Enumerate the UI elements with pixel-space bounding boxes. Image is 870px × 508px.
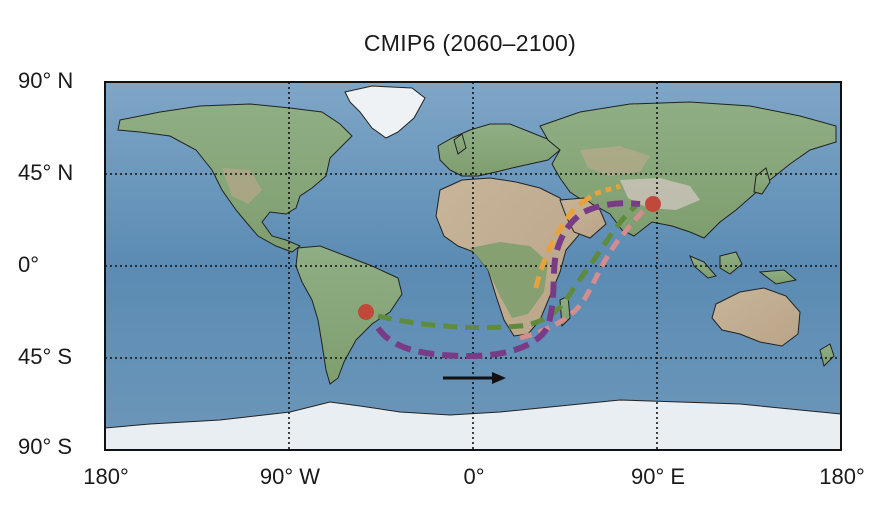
- origin-marker: [358, 304, 374, 320]
- new-zealand-landmass: [819, 343, 835, 367]
- y-tick-45n: 45° N: [18, 160, 74, 185]
- gridlines: [105, 82, 841, 450]
- x-tick-90w: 90° W: [259, 464, 321, 489]
- britain-landmass: [453, 133, 467, 155]
- pathway-pink: [519, 203, 652, 341]
- y-tick-45s: 45° S: [18, 344, 73, 369]
- y-tick-90n: 90° N: [18, 68, 74, 93]
- greenland-landmass: [344, 85, 426, 139]
- sumatra-landmass: [689, 255, 717, 279]
- x-tick-90e: 90° E: [630, 464, 686, 489]
- pathway-orange-branch: [584, 183, 621, 202]
- destination-marker: [645, 196, 661, 212]
- y-tick-0: 0°: [18, 252, 40, 277]
- map-frame: [104, 81, 842, 451]
- pathway-green: [377, 204, 638, 331]
- x-tick-180e: 180°: [819, 464, 865, 489]
- europe-landmass: [437, 123, 561, 177]
- map-title: CMIP6 (2060–2100): [363, 30, 577, 56]
- new-guinea-landmass: [758, 269, 798, 285]
- north-america-interior-desert: [222, 168, 262, 204]
- pathway-purple: [375, 200, 641, 360]
- x-tick-180w: 180°: [83, 464, 129, 489]
- x-tick-0: 0°: [463, 464, 485, 489]
- australia-landmass: [711, 287, 801, 347]
- y-tick-90s: 90° S: [18, 434, 73, 459]
- eastward-arrow: [443, 372, 506, 384]
- central-africa-forest: [470, 242, 548, 318]
- central-asia-steppe: [580, 146, 650, 176]
